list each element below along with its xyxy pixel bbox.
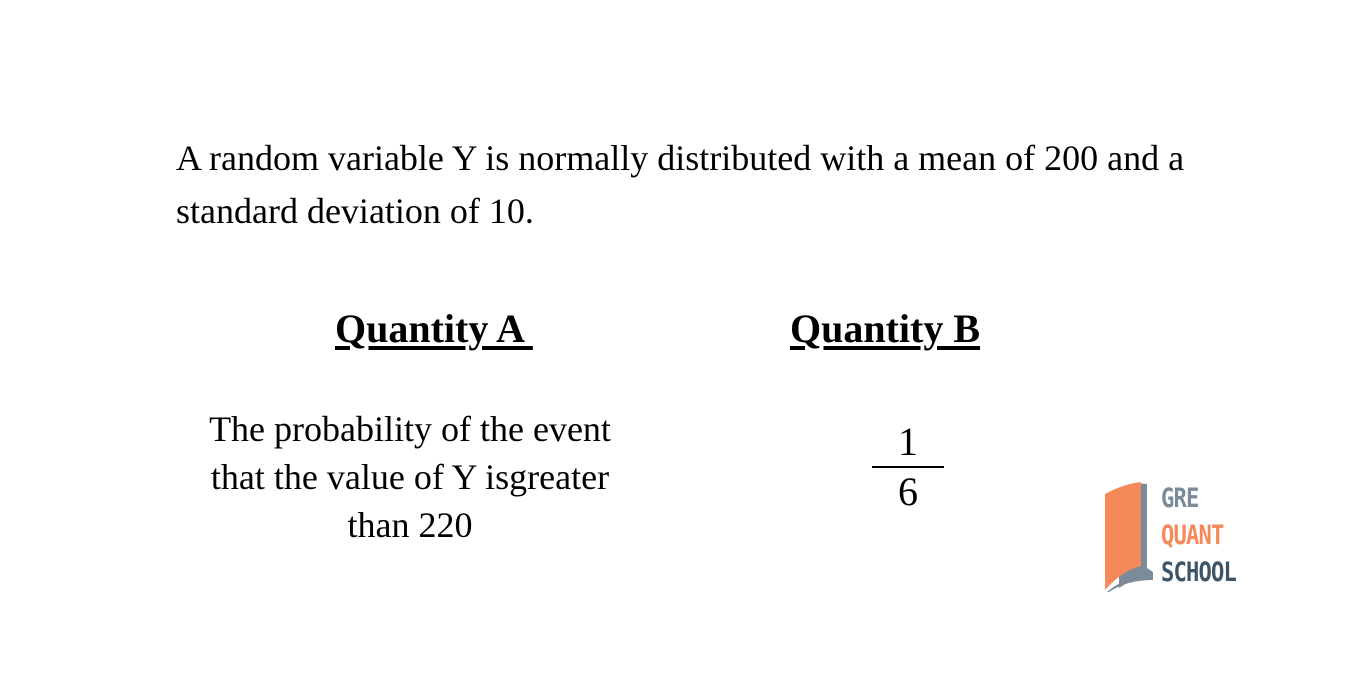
quantity-a-text: The probability of the event that the va… bbox=[209, 409, 611, 545]
logo-line-quant: QUANT bbox=[1161, 520, 1224, 551]
fraction-denominator: 6 bbox=[898, 469, 918, 514]
logo-line-gre: GRE bbox=[1161, 483, 1199, 514]
question-stem: A random variable Y is normally distribu… bbox=[176, 138, 1185, 231]
gre-quant-school-logo: GRE QUANT SCHOOL bbox=[1103, 480, 1263, 592]
book-icon bbox=[1105, 482, 1153, 592]
logo-line-school: SCHOOL bbox=[1161, 557, 1237, 588]
fraction-numerator: 1 bbox=[898, 419, 918, 464]
quantity-b-fraction: 1 6 bbox=[872, 420, 944, 514]
quantity-b-heading: Quantity B bbox=[790, 306, 981, 351]
quantity-a-heading: Quantity A bbox=[335, 306, 533, 351]
fraction-bar bbox=[872, 466, 944, 468]
